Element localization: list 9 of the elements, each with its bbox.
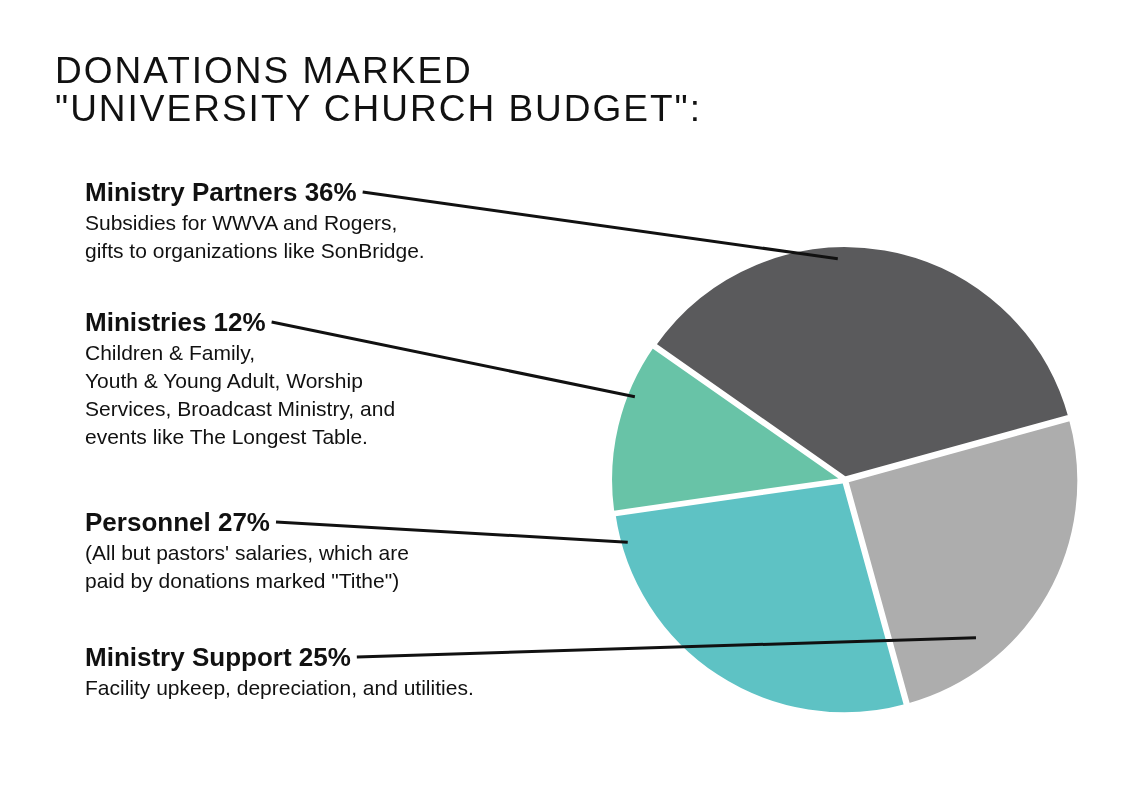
- text: Facility upkeep, depreciation, and utilities.: [85, 675, 474, 701]
- text: Subsidies for WWVA and Rogers, gifts to organizations like SonBridge.: [85, 210, 425, 264]
- text: (All but pastors' salaries, which are paid by donations marked "Tithe"): [85, 540, 409, 594]
- slice-label: Ministry Partners 36%: [85, 176, 357, 209]
- slice-label: Ministry Support 25%: [85, 641, 351, 674]
- chart-title: DONATIONS MARKED "UNIVERSITY CHURCH BUDGET":: [55, 50, 702, 129]
- slice-label: Personnel 27%: [85, 506, 270, 539]
- slice-label: Ministries 12%: [85, 306, 266, 339]
- text: Children & Family, Youth & Young Adult, Worship Services, Broadcast Ministry, and events like The Longest Table.: [85, 340, 396, 450]
